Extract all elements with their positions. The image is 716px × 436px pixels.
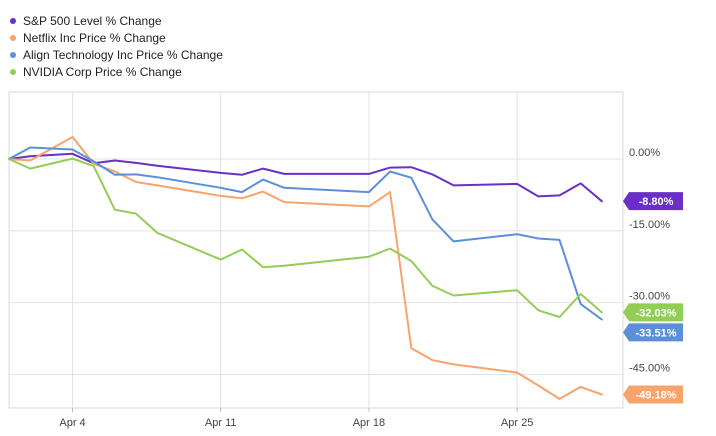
end-label-text: -8.80% (639, 196, 674, 208)
x-tick-label: Apr 11 (205, 417, 237, 429)
align-line (8, 146, 603, 321)
end-label-badge (623, 303, 683, 322)
end-label-badge (623, 385, 683, 404)
y-tick-label: -45.00% (629, 362, 670, 374)
end-label-badge (623, 323, 683, 342)
legend-item-netflix[interactable]: Netflix Inc Price % Change (10, 29, 223, 46)
x-tick-label: Apr 25 (501, 417, 533, 429)
legend-marker-sp500 (10, 17, 16, 24)
end-label-text: -49.18% (636, 389, 677, 401)
legend-item-nvidia[interactable]: NVIDIA Corp Price % Change (10, 63, 223, 80)
legend-label-nvidia: NVIDIA Corp Price % Change (23, 64, 182, 79)
y-tick-label: -30.00% (629, 291, 670, 303)
end-label-text: -32.03% (636, 307, 677, 319)
legend-label-netflix: Netflix Inc Price % Change (23, 30, 166, 45)
sp500-line (8, 152, 603, 203)
legend-item-align[interactable]: Align Technology Inc Price % Change (10, 46, 223, 63)
x-tick-label: Apr 4 (59, 417, 85, 429)
nvidia-end-label: -32.03% (623, 303, 683, 322)
align-end-label: -33.51% (623, 323, 683, 342)
nvidia-line (8, 157, 603, 318)
y-tick-label: 0.00% (629, 147, 660, 159)
legend-marker-nvidia (10, 68, 16, 75)
end-label-text: -33.51% (636, 327, 677, 339)
end-label-badge (623, 192, 683, 211)
legend-label-sp500: S&P 500 Level % Change (23, 13, 162, 28)
netflix-end-label: -49.18% (623, 385, 683, 404)
legend-marker-align (10, 51, 16, 58)
legend-label-align: Align Technology Inc Price % Change (23, 47, 223, 62)
sp500-end-label: -8.80% (623, 192, 683, 211)
x-tick-label: Apr 18 (353, 417, 385, 429)
chart-legend: S&P 500 Level % Change Netflix Inc Price… (10, 12, 223, 80)
y-tick-label: -15.00% (629, 219, 670, 231)
plot-area-border (8, 91, 624, 409)
legend-item-sp500[interactable]: S&P 500 Level % Change (10, 12, 223, 29)
legend-marker-netflix (10, 34, 16, 41)
